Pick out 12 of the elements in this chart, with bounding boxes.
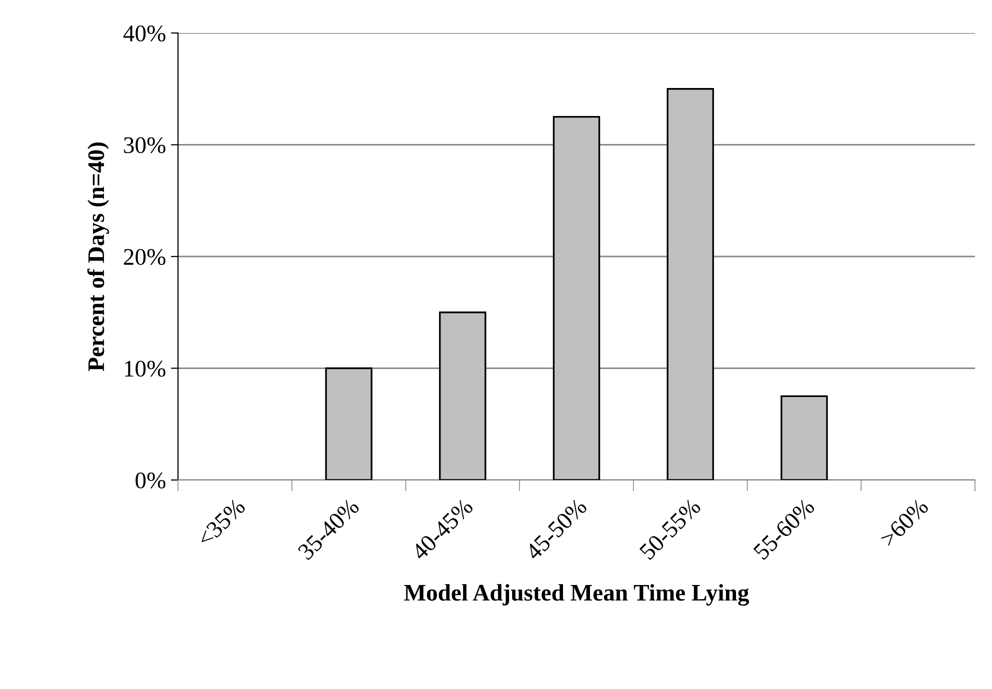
bar (552, 116, 600, 480)
bar (666, 88, 714, 480)
y-tick-label: 30% (124, 137, 166, 154)
y-tick-label: 10% (124, 360, 166, 377)
y-tick-label: 40% (123, 25, 166, 42)
y-axis-title: Percent of Days (n=40) (87, 142, 110, 372)
y-tick-label: 0% (136, 472, 166, 488)
x-axis-title: Model Adjusted Mean Time Lying (404, 584, 750, 606)
bar (780, 395, 828, 480)
bar (325, 367, 372, 480)
bar (439, 312, 486, 480)
y-tick-label: 20% (124, 248, 166, 265)
